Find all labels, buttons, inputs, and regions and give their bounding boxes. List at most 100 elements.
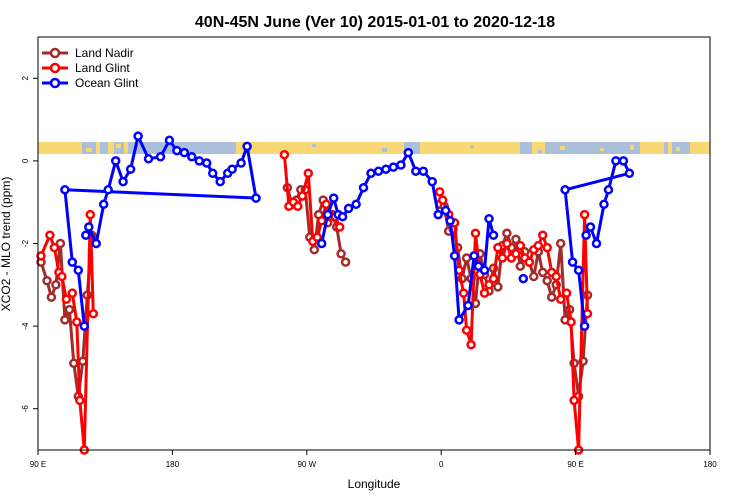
data-point: [51, 280, 61, 290]
data-point: [515, 261, 526, 271]
land-band: [38, 142, 82, 154]
data-point: [493, 242, 503, 253]
data-point: [603, 185, 614, 195]
land-speck: [630, 145, 634, 150]
data-point: [79, 321, 90, 331]
land-speck: [450, 147, 456, 150]
data-point: [493, 282, 503, 292]
data-point: [207, 168, 218, 179]
data-point: [411, 166, 421, 176]
data-point: [215, 176, 225, 187]
data-point: [242, 141, 252, 152]
data-point: [293, 201, 303, 212]
ocean-speck: [382, 148, 387, 152]
data-point: [469, 251, 479, 261]
y-tick-label: -4: [21, 322, 30, 330]
data-point: [118, 176, 128, 187]
data-point: [303, 168, 314, 179]
data-point: [143, 154, 154, 164]
data-point: [555, 294, 566, 305]
land-speck: [296, 146, 300, 149]
data-point: [624, 168, 635, 179]
legend-label: Land Nadir: [75, 46, 134, 60]
data-point: [497, 253, 508, 263]
data-point: [67, 288, 78, 298]
data-point: [194, 156, 205, 166]
data-point: [201, 158, 212, 168]
data-point: [418, 166, 429, 176]
data-point: [599, 199, 609, 210]
data-point: [328, 193, 339, 203]
y-tick-label: 2: [21, 76, 30, 81]
land-speck: [560, 146, 565, 150]
data-point: [373, 166, 384, 176]
data-point: [72, 317, 82, 327]
chart-title: 40N-45N June (Ver 10) 2015-01-01 to 2020…: [195, 14, 555, 31]
data-point: [60, 185, 70, 195]
data-point: [227, 164, 237, 174]
land-speck: [116, 144, 121, 148]
data-point: [81, 230, 91, 240]
data-point: [60, 315, 70, 325]
data-point: [479, 265, 490, 276]
data-point: [316, 238, 327, 249]
data-point: [84, 222, 94, 232]
data-point: [55, 238, 66, 249]
data-point: [437, 195, 448, 205]
data-point: [381, 164, 391, 174]
data-point: [61, 294, 72, 305]
data-point: [484, 213, 494, 224]
data-point: [466, 339, 476, 350]
series-ocean-glint: [60, 131, 635, 331]
data-point: [236, 158, 246, 168]
y-axis: 2 0 -2 -4 -6: [21, 76, 38, 412]
ocean-speck: [470, 145, 474, 148]
data-point: [133, 131, 143, 141]
legend-marker: [49, 47, 61, 59]
data-point: [579, 209, 590, 220]
data-point: [57, 271, 67, 282]
x-axis: 90 E 180 90 W 0 90 E 180: [30, 450, 717, 469]
data-point: [511, 234, 521, 245]
series-layer: [36, 131, 635, 455]
data-point: [502, 228, 512, 238]
ocean-speck: [150, 150, 156, 154]
data-point: [461, 325, 472, 335]
data-point: [67, 257, 78, 267]
data-point: [484, 280, 494, 290]
x-tick-label: 90 E: [30, 460, 46, 469]
land-band: [668, 142, 672, 154]
data-point: [388, 162, 399, 172]
data-point: [458, 288, 469, 298]
data-point: [573, 265, 584, 276]
data-point: [611, 156, 621, 166]
data-point: [64, 304, 75, 315]
data-point: [542, 275, 552, 286]
data-point: [488, 230, 499, 240]
data-point: [591, 238, 602, 249]
series-line: [320, 151, 495, 322]
data-point: [98, 199, 109, 210]
data-point: [179, 147, 190, 158]
data-point: [164, 135, 175, 146]
data-point: [321, 199, 331, 210]
legend-label: Ocean Glint: [75, 76, 139, 90]
ocean-speck: [538, 150, 542, 153]
land-ocean-strip: [38, 142, 710, 154]
land-speck: [600, 148, 604, 151]
data-point: [551, 271, 561, 282]
y-tick-label: -2: [21, 239, 30, 247]
data-point: [555, 238, 566, 249]
x-tick-label: 90 E: [567, 460, 583, 469]
data-point: [524, 257, 535, 267]
data-point: [340, 257, 351, 267]
data-point: [69, 358, 79, 369]
data-point: [518, 273, 529, 284]
land-band: [258, 142, 404, 154]
land-band: [690, 142, 710, 154]
data-point: [560, 185, 570, 195]
ocean-speck: [312, 144, 316, 147]
land-band: [96, 142, 100, 154]
data-point: [463, 300, 473, 311]
